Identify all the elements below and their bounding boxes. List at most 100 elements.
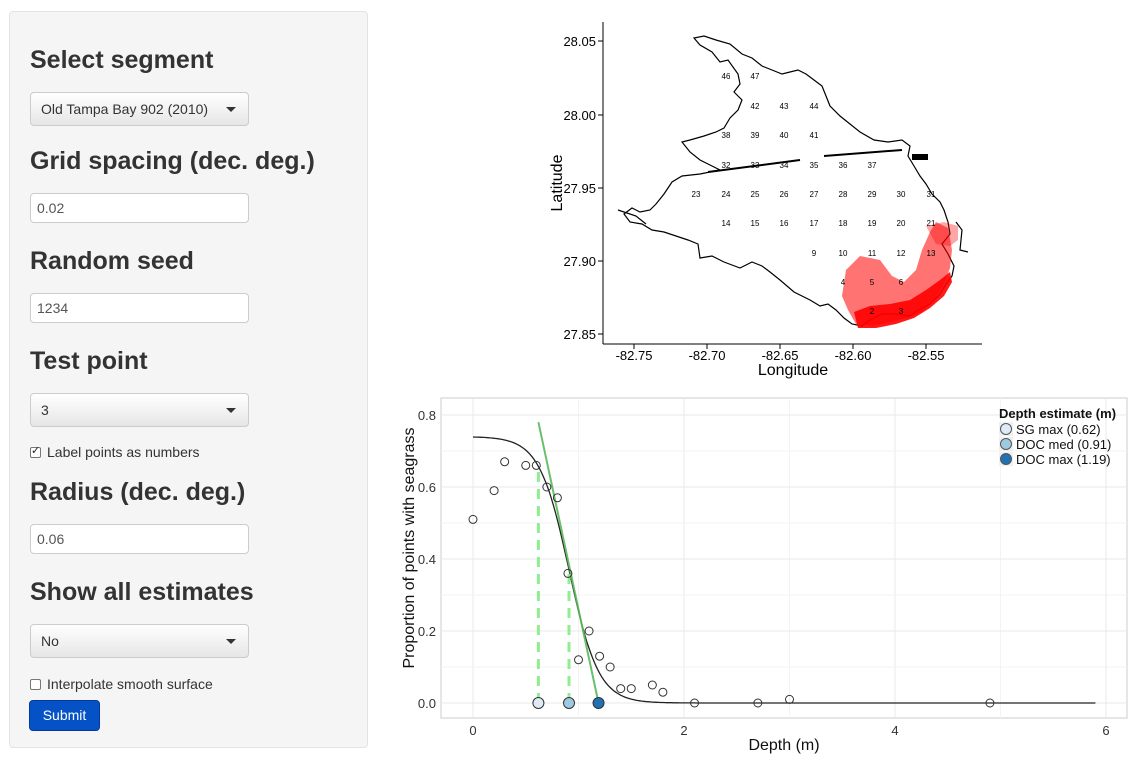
test-point-heading: Test point xyxy=(30,347,148,375)
map-y-axis-label: Latitude xyxy=(549,154,566,211)
segment-heading: Select segment xyxy=(30,46,214,74)
data-point xyxy=(563,568,573,578)
map-y-tick-label: 27.90 xyxy=(563,254,596,269)
data-point xyxy=(785,694,794,704)
map-x-tick-label: -82.65 xyxy=(762,348,799,363)
grid-label: 18 xyxy=(839,219,848,228)
data-point xyxy=(489,486,499,496)
show-estimates-select[interactable]: No xyxy=(30,624,249,658)
y-tick-label: 0.6 xyxy=(418,480,436,495)
interpolate-label: Interpolate smooth surface xyxy=(47,676,213,692)
y-tick-label: 0.0 xyxy=(418,696,436,711)
grid-label: 35 xyxy=(810,161,819,170)
seagrass-depth-chart: 0 2 4 6 0.0 0.2 0.4 0.6 0.8 Depth (m) Proportion… xyxy=(401,397,1128,754)
map-x-ticks: -82.75 -82.70 -82.65 -82.60 -82.55 xyxy=(616,344,944,363)
data-point xyxy=(500,457,510,467)
label-points-row[interactable]: Label points as numbers xyxy=(30,444,200,460)
chevron-down-icon xyxy=(226,639,236,644)
grid-label: 9 xyxy=(812,249,817,258)
grid-label: 20 xyxy=(897,219,906,228)
map-x-tick-label: -82.75 xyxy=(616,348,653,363)
grid-label: 41 xyxy=(810,131,819,140)
grid-label: 42 xyxy=(751,102,760,111)
data-point xyxy=(574,655,583,665)
x-tick-label: 6 xyxy=(1102,723,1109,738)
y-tick-label: 0.8 xyxy=(418,408,436,423)
chevron-down-icon xyxy=(226,408,236,413)
grid-label: 28 xyxy=(839,190,848,199)
radius-input[interactable]: 0.06 xyxy=(30,524,249,554)
estimate-marker xyxy=(563,697,576,709)
grid-label: 5 xyxy=(870,278,875,287)
map-grid-labels: 46 47 42 43 44 38 39 40 41 32 33 34 35 3… xyxy=(692,72,936,316)
legend-swatch xyxy=(1000,438,1012,450)
map-x-axis-label: Longitude xyxy=(758,362,828,379)
grid-label: 30 xyxy=(897,190,906,199)
radius-heading: Radius (dec. deg.) xyxy=(30,478,246,506)
segment-select-value: Old Tampa Bay 902 (2010) xyxy=(41,101,209,117)
grid-label: 11 xyxy=(868,249,877,258)
data-point xyxy=(616,684,626,694)
grid-label: 27 xyxy=(810,190,819,199)
legend: Depth estimate (m) SG max (0.62) DOC med… xyxy=(999,406,1116,467)
test-point-select[interactable]: 3 xyxy=(30,393,249,427)
seed-heading: Random seed xyxy=(30,247,194,275)
show-estimates-value: No xyxy=(41,633,59,649)
grid-label: 40 xyxy=(780,131,789,140)
data-point xyxy=(552,493,562,503)
map-x-tick-label: -82.60 xyxy=(835,348,872,363)
x-tick-label: 2 xyxy=(680,723,687,738)
label-points-checkbox[interactable] xyxy=(30,444,41,458)
map-plot: 28.05 28.00 27.95 27.90 27.85 -82.75 -82… xyxy=(549,22,982,379)
shoreline xyxy=(623,35,955,327)
legend-swatch xyxy=(1000,423,1012,435)
grid-label: 15 xyxy=(751,219,760,228)
estimate-marker xyxy=(532,697,545,709)
grid-label: 24 xyxy=(722,190,731,199)
submit-button[interactable]: Submit xyxy=(29,700,100,731)
data-point xyxy=(985,698,995,708)
data-point xyxy=(521,460,531,470)
x-tick-label: 0 xyxy=(469,723,476,738)
grid-label: 14 xyxy=(722,219,731,228)
grid-label: 44 xyxy=(810,102,819,111)
grid-label: 38 xyxy=(722,131,731,140)
seagrass-points xyxy=(842,222,958,328)
y-tick-label: 0.2 xyxy=(418,624,436,639)
segment-select[interactable]: Old Tampa Bay 902 (2010) xyxy=(30,92,249,126)
x-tick-label: 4 xyxy=(891,723,898,738)
grid-label: 17 xyxy=(810,219,819,228)
data-point xyxy=(595,651,605,661)
label-points-label: Label points as numbers xyxy=(47,444,200,460)
data-point xyxy=(605,662,615,672)
fit-line xyxy=(537,421,600,704)
map-y-tick-label: 28.00 xyxy=(563,108,596,123)
sidebar-panel: Select segment Old Tampa Bay 902 (2010) … xyxy=(9,11,368,748)
interpolate-checkbox[interactable] xyxy=(30,678,41,690)
data-point xyxy=(626,684,636,694)
grid-label: 46 xyxy=(722,72,731,81)
grid-label: 4 xyxy=(841,278,846,287)
data-point xyxy=(468,514,478,524)
map-y-ticks: 28.05 28.00 27.95 27.90 27.85 xyxy=(563,34,603,342)
y-tick-label: 0.4 xyxy=(418,552,436,567)
interpolate-row[interactable]: Interpolate smooth surface xyxy=(30,676,213,692)
map-y-tick-label: 27.95 xyxy=(563,181,596,196)
map-y-tick-label: 27.85 xyxy=(563,327,596,342)
grid-label: 34 xyxy=(780,161,789,170)
grid-label: 47 xyxy=(751,72,760,81)
grid-label: 33 xyxy=(751,161,760,170)
random-seed-input[interactable]: 1234 xyxy=(30,293,249,323)
legend-item: DOC max (1.19) xyxy=(1016,452,1111,467)
grid-label: 6 xyxy=(899,278,904,287)
grid-label: 10 xyxy=(839,249,848,258)
data-point xyxy=(658,687,668,697)
grid-heading: Grid spacing (dec. deg.) xyxy=(30,147,315,175)
legend-item: DOC med (0.91) xyxy=(1016,437,1111,452)
grid-label: 2 xyxy=(870,307,875,316)
legend-title: Depth estimate (m) xyxy=(999,406,1116,421)
map-y-tick-label: 28.05 xyxy=(563,34,596,49)
data-point xyxy=(584,626,594,636)
chart-x-axis-label: Depth (m) xyxy=(748,737,819,754)
grid-spacing-input[interactable]: 0.02 xyxy=(30,193,249,223)
